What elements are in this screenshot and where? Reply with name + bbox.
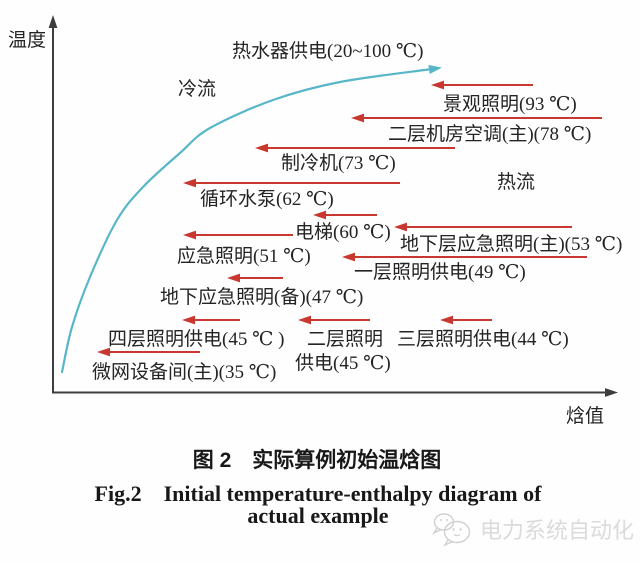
- hot-stream-label-0: 景观照明(93 ℃): [443, 94, 577, 115]
- caption-en-line1: Fig.2 Initial temperature-enthalpy diagr…: [94, 481, 542, 506]
- hot-stream-arrowhead-5: [394, 222, 407, 232]
- hot-stream-arrowhead-7: [342, 252, 355, 262]
- hot-stream-arrowhead-10: [298, 315, 311, 325]
- caption-en-line2: actual example: [247, 503, 389, 528]
- hot-stream-label-5: 地下层应急照明(主)(53 ℃): [400, 233, 622, 255]
- hot-stream-label-11: 三层照明供电(44 ℃): [397, 328, 569, 350]
- hot-stream-label-9: 四层照明供电(45 ℃ ): [108, 328, 284, 350]
- watermark-text: 电力系统自动化: [480, 518, 635, 543]
- caption-zh: 图 2 实际算例初始温焓图: [192, 449, 442, 472]
- hot-stream-label-6: 应急照明(51 ℃): [177, 245, 311, 267]
- cold-stream-arrowhead: [428, 64, 442, 74]
- hot-stream-label-10: 二层照明: [307, 329, 383, 350]
- wechat-logo-icon: [432, 513, 471, 547]
- y-axis-label: 温度: [8, 29, 46, 51]
- hot-stream-arrowhead-0: [431, 80, 444, 90]
- hot-stream-label-2: 制冷机(73 ℃): [281, 152, 396, 174]
- hot-stream-arrowhead-8: [227, 273, 240, 283]
- hot-stream-arrowhead-4: [313, 210, 326, 220]
- hot-stream-label-7: 一层照明供电(49 ℃): [354, 261, 526, 283]
- hot-stream-label-3: 循环水泵(62 ℃): [200, 188, 334, 210]
- hot-stream-label-12: 微网设备间(主)(35 ℃): [92, 361, 276, 383]
- hot-flow-label: 热流: [497, 171, 535, 193]
- hot-stream-arrowhead-6: [183, 230, 196, 240]
- hot-stream-label-8: 地下应急照明(备)(47 ℃): [160, 286, 363, 308]
- hot-stream-arrowhead-12: [97, 347, 110, 357]
- hot-stream-label-4: 电梯(60 ℃): [295, 221, 391, 243]
- cold-stream-curve: [60, 67, 434, 374]
- watermark: 电力系统自动化: [430, 510, 634, 548]
- hot-stream-label-10-line2: 供电(45 ℃): [295, 352, 391, 374]
- hot-stream-arrowhead-9: [182, 315, 195, 325]
- cold-flow-label: 冷流: [178, 78, 216, 100]
- cold-stream-label: 热水器供电(20~100 ℃): [232, 40, 423, 62]
- hot-stream-arrowhead-1: [351, 113, 364, 123]
- hot-stream-arrowhead-11: [440, 315, 453, 325]
- hot-stream-label-1: 二层机房空调(主)(78 ℃): [388, 123, 591, 145]
- x-axis-arrowhead: [605, 388, 618, 397]
- hot-stream-arrowhead-2: [255, 143, 268, 153]
- y-axis-arrowhead: [48, 15, 58, 28]
- hot-stream-arrowhead-3: [183, 178, 196, 188]
- x-axis-label: 焓值: [566, 405, 604, 427]
